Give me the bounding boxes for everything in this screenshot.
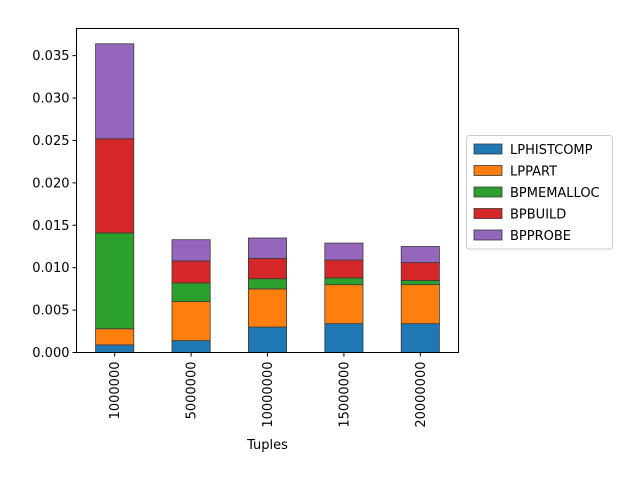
x-tick-label: 20000000 (414, 362, 429, 428)
bar-segment-lppart-20000000 (400, 284, 440, 325)
y-tick-label: 0.020 (32, 176, 69, 191)
bar-segment-bpprobe-15000000 (324, 242, 364, 261)
bar-segment-bpmemalloc-10000000 (247, 278, 287, 290)
y-tick-label: 0.030 (32, 92, 69, 107)
legend-frame (466, 135, 613, 250)
legend-label-bpprobe: BPPROBE (510, 229, 571, 244)
x-tick-label: 10000000 (261, 362, 276, 428)
y-tick-label: 0.025 (32, 134, 69, 149)
legend-swatch-bpprobe (473, 229, 503, 241)
bar-segment-bpmemalloc-20000000 (400, 280, 440, 286)
legend-swatch-bpmemalloc (473, 186, 503, 198)
bar-segment-lphistcomp-10000000 (247, 326, 287, 353)
bar-segment-bpmemalloc-15000000 (324, 277, 364, 286)
legend-swatch-bpbuild (473, 208, 503, 219)
bar-segment-lppart-15000000 (324, 284, 364, 325)
x-tick-label: 5000000 (185, 362, 200, 420)
bar-segment-bpmemalloc-1000000 (95, 232, 135, 330)
bar-segment-bpprobe-5000000 (171, 239, 211, 262)
legend-label-lppart: LPPART (510, 165, 557, 180)
bar-segment-bpbuild-20000000 (400, 262, 440, 281)
y-tick-label: 0.005 (32, 304, 69, 319)
bar-segment-lphistcomp-5000000 (171, 340, 211, 353)
bar-segment-bpbuild-15000000 (324, 259, 364, 279)
y-tick-label: 0.010 (32, 261, 69, 276)
y-tick-label: 0.000 (32, 346, 69, 361)
y-axis: 0.000 0.005 0.010 0.015 0.020 0.025 0.030 0.035 (32, 49, 77, 361)
bars-layer (95, 43, 440, 353)
bar-segment-bpbuild-1000000 (95, 138, 135, 234)
bar-segment-lphistcomp-15000000 (324, 323, 364, 353)
y-tick-label: 0.015 (32, 219, 69, 234)
bar-segment-lphistcomp-20000000 (400, 323, 440, 353)
legend-label-bpbuild: BPBUILD (510, 208, 566, 223)
x-tick-label: 1000000 (108, 362, 123, 420)
bar-segment-lppart-5000000 (171, 301, 211, 342)
x-axis: 1000000 5000000 10000000 15000000 20000000 (108, 352, 429, 428)
bar-segment-bpmemalloc-5000000 (171, 282, 211, 303)
bar-segment-bpprobe-20000000 (400, 246, 440, 263)
legend-label-lphistcomp: LPHISTCOMP (510, 143, 593, 158)
legend-swatch-lphistcomp (473, 143, 503, 155)
legend: LPHISTCOMP LPPART BPMEMALLOC BPBUILD BPPROBE (466, 135, 613, 250)
bar-segment-lppart-1000000 (95, 328, 135, 346)
x-tick-label: 15000000 (337, 362, 352, 428)
bar-segment-bpbuild-5000000 (171, 260, 211, 284)
bar-segment-bpprobe-10000000 (247, 237, 287, 259)
legend-label-bpmemalloc: BPMEMALLOC (510, 186, 600, 201)
bar-segment-lppart-10000000 (247, 288, 287, 328)
bar-segment-bpprobe-1000000 (95, 43, 135, 140)
bar-segment-bpbuild-10000000 (247, 257, 287, 280)
legend-swatch-lppart (473, 165, 503, 176)
bar-segment-lphistcomp-1000000 (95, 344, 135, 353)
x-axis-label: Tuples (246, 438, 288, 453)
y-tick-label: 0.035 (32, 49, 69, 64)
